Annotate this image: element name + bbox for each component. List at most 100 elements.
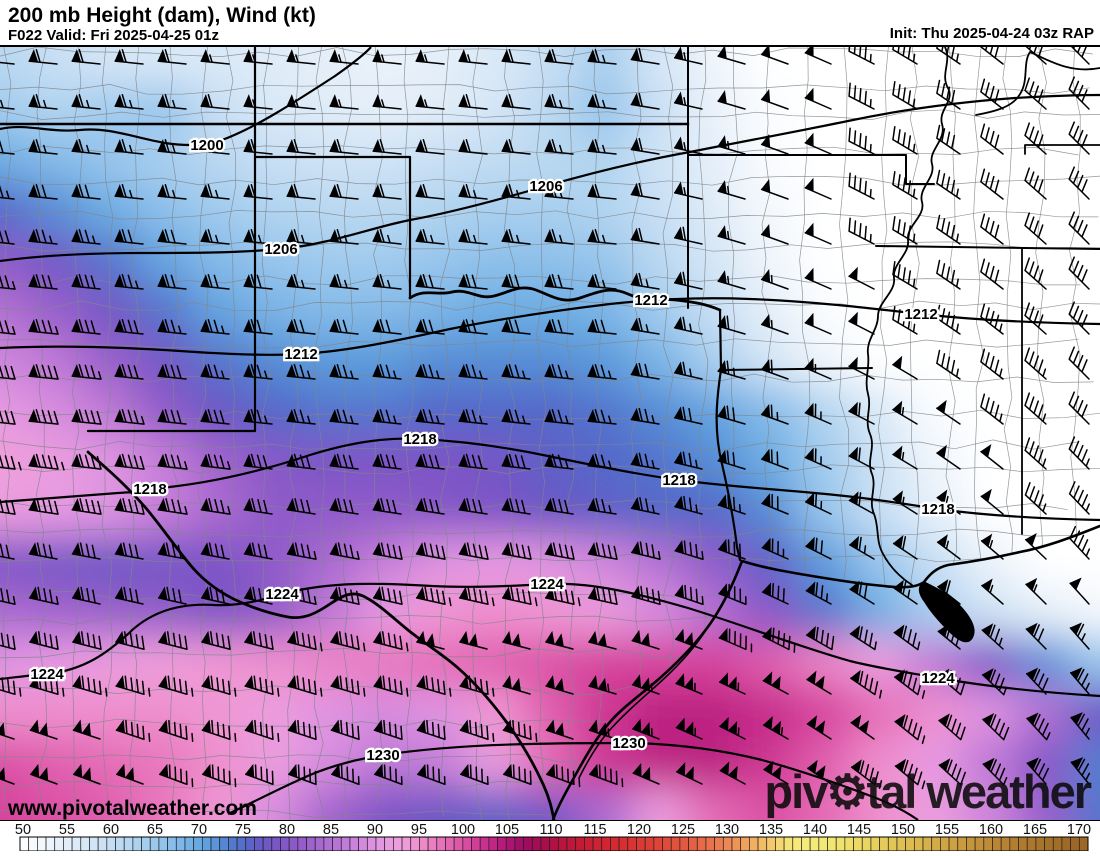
wind-barb	[1024, 302, 1047, 335]
wind-barb	[115, 763, 144, 785]
wind-barb	[28, 498, 59, 515]
wind-barb	[286, 319, 316, 335]
wind-barb	[372, 364, 402, 380]
wind-barb	[982, 712, 1010, 741]
wind-barb	[286, 498, 316, 515]
wind-barb	[938, 758, 966, 786]
wind-barb	[200, 364, 230, 380]
wind-barb	[71, 94, 101, 110]
wind-barb	[762, 716, 789, 740]
wind-barb	[717, 449, 746, 470]
wind-barb	[28, 453, 65, 471]
wind-barb	[501, 274, 531, 290]
colorbar-tick: 50	[15, 822, 31, 838]
wind-barb	[286, 49, 316, 65]
wind-barb	[630, 452, 660, 470]
wind-barb	[458, 409, 488, 425]
wind-barb	[0, 719, 15, 740]
wind-barb	[330, 763, 360, 786]
map-title: 200 mb Height (dam), Wind (kt)	[8, 4, 316, 27]
wind-barb	[980, 78, 1004, 110]
wind-barb	[372, 184, 402, 200]
wind-barb	[158, 630, 188, 651]
colorbar-tick: 70	[191, 822, 207, 838]
border-tn-ms-al	[875, 245, 1100, 250]
wind-barb	[201, 630, 231, 651]
wind-barb	[980, 533, 1004, 560]
wind-barb	[892, 535, 918, 560]
wind-barb	[850, 714, 875, 740]
wind-barb	[243, 49, 273, 65]
wind-barb	[157, 139, 187, 155]
wind-barb	[157, 586, 187, 605]
wind-barb	[200, 542, 230, 560]
wind-barb	[200, 94, 230, 110]
contour-labels-layer: 1200 1206 1206 1212 1212 1212 1218 1218 1218 1218…	[28, 135, 958, 767]
wind-barb	[632, 763, 660, 785]
wind-barb	[501, 542, 532, 560]
wind-barb	[114, 139, 144, 155]
wind-barb	[71, 319, 101, 335]
wind-barb	[718, 583, 747, 606]
wind-barb	[760, 88, 789, 110]
colorbar-tick: 105	[495, 822, 519, 838]
wind-barb	[892, 47, 918, 65]
wind-barb	[416, 675, 452, 697]
wind-barb	[501, 184, 531, 200]
wind-barb	[329, 229, 359, 245]
wind-barb	[763, 760, 789, 785]
wind-barb	[980, 348, 1004, 380]
contour-label-1206: 1206	[529, 178, 562, 195]
wind-barb	[936, 169, 961, 200]
wind-barb	[157, 409, 187, 425]
wind-barb	[804, 447, 832, 470]
wind-barb	[587, 184, 617, 200]
border-state-103W	[86, 47, 257, 433]
wind-barb	[286, 364, 316, 380]
wind-barb	[980, 444, 1004, 470]
wind-barb	[1068, 436, 1090, 470]
wind-barb	[587, 586, 618, 605]
wind-barb	[200, 586, 230, 605]
wind-barb	[286, 274, 316, 290]
wind-barb	[544, 139, 574, 155]
colorbar-tick: 165	[1023, 822, 1047, 838]
wind-barb	[243, 542, 273, 560]
wind-barb	[459, 719, 495, 742]
wind-barb	[1069, 577, 1090, 605]
wind-barb	[71, 274, 101, 290]
wind-barb	[936, 399, 961, 425]
wind-barb	[330, 719, 360, 741]
wind-barb	[760, 448, 789, 470]
colorbar-tick: 90	[367, 822, 383, 838]
wind-barb	[0, 364, 16, 380]
wind-barb	[458, 274, 488, 290]
colorbar-tick: 65	[147, 822, 163, 838]
wind-barb	[587, 498, 617, 515]
border-mississippi-river	[865, 47, 951, 586]
wind-barb	[501, 364, 531, 380]
map-header: 200 mb Height (dam), Wind (kt) F022 Vali…	[0, 0, 1100, 45]
wind-barb	[587, 139, 617, 155]
wind-barb	[243, 319, 273, 335]
wind-barb	[1068, 47, 1090, 65]
wind-barb	[0, 139, 15, 155]
wind-barb	[630, 362, 660, 380]
colorbar-tick: 130	[715, 822, 739, 838]
wind-barb	[631, 629, 660, 650]
wind-barb	[588, 630, 617, 650]
wind-barb	[157, 49, 187, 65]
wind-barb	[114, 586, 144, 605]
wind-barb	[630, 92, 660, 110]
wind-barb	[630, 47, 660, 65]
wind-barb	[329, 319, 359, 335]
wind-barb	[459, 675, 495, 697]
wind-barb	[1026, 712, 1051, 741]
wind-barb	[1069, 525, 1091, 560]
wind-barb	[982, 757, 1008, 786]
wind-barb	[849, 625, 877, 651]
wind-barb	[502, 763, 532, 786]
wind-barb	[415, 319, 445, 335]
colorbar-tick: 145	[847, 822, 871, 838]
wind-barb	[980, 393, 1004, 425]
